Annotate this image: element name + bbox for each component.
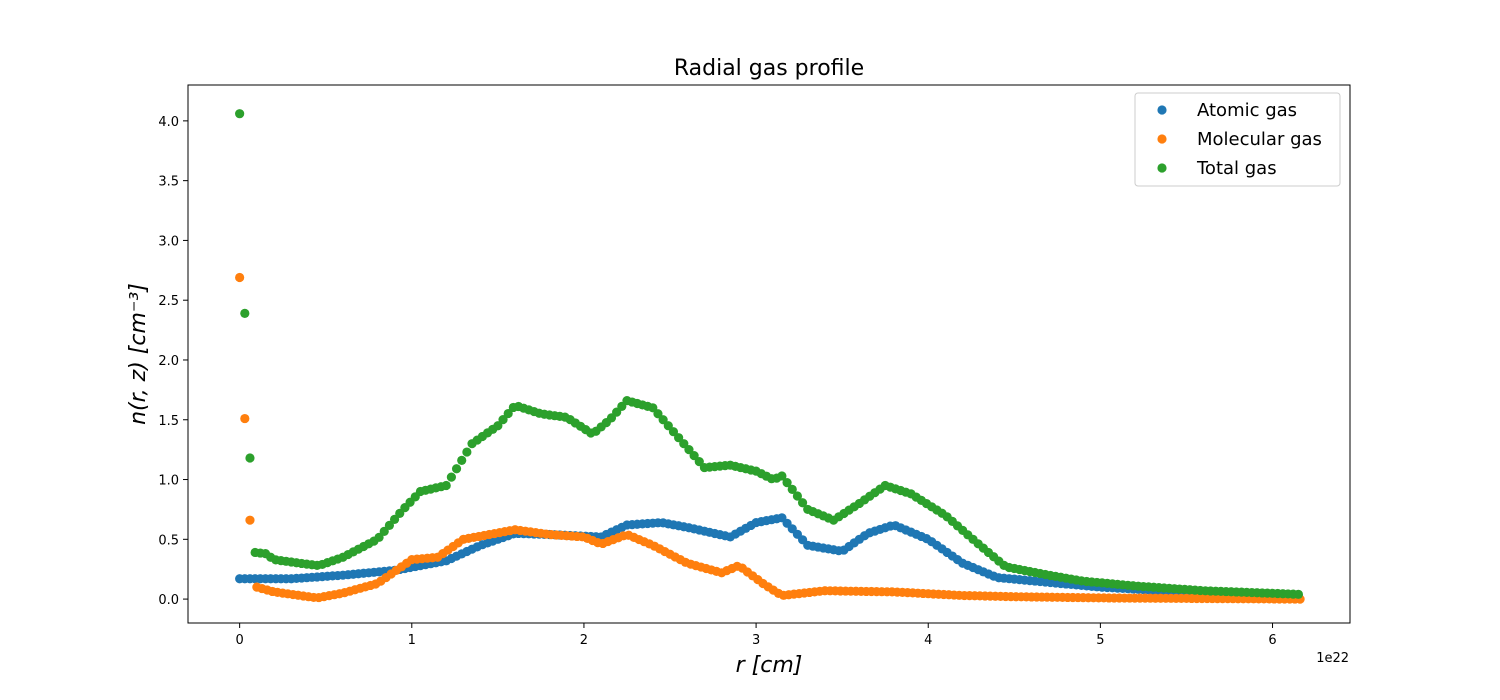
data-point bbox=[797, 498, 808, 508]
legend-marker bbox=[1157, 163, 1167, 173]
plot-points bbox=[235, 109, 1305, 604]
x-axis-label: r [cm] bbox=[736, 653, 803, 678]
y-axis-label: n(r, z) [cm⁻³] bbox=[126, 283, 151, 425]
data-point bbox=[493, 421, 503, 431]
data-point bbox=[668, 427, 679, 437]
legend-label: Molecular gas bbox=[1197, 129, 1322, 150]
data-point bbox=[235, 109, 245, 119]
data-point bbox=[503, 408, 513, 419]
data-point bbox=[679, 439, 689, 449]
plot-frame bbox=[187, 84, 1351, 624]
x-tick-label: 4 bbox=[924, 633, 932, 648]
data-point bbox=[498, 415, 508, 425]
data-point bbox=[782, 478, 792, 488]
data-point bbox=[446, 472, 456, 482]
y-tick-label: 3.0 bbox=[158, 234, 179, 249]
data-point bbox=[240, 308, 250, 318]
data-point bbox=[674, 433, 684, 443]
x-tick-label: 0 bbox=[236, 633, 244, 648]
data-point bbox=[462, 447, 472, 457]
data-point bbox=[374, 532, 384, 542]
series-atomic-gas bbox=[235, 513, 1303, 601]
legend-label: Atomic gas bbox=[1197, 100, 1297, 121]
x-axis-offset-label: 1e22 bbox=[1316, 651, 1349, 666]
data-point bbox=[689, 451, 699, 461]
chart-title: Radial gas profile bbox=[674, 56, 864, 81]
legend-label: Total gas bbox=[1196, 158, 1277, 179]
data-point bbox=[694, 457, 704, 467]
data-point bbox=[684, 445, 694, 455]
data-point bbox=[648, 403, 658, 413]
data-point bbox=[441, 480, 451, 491]
data-point bbox=[663, 421, 673, 431]
x-tick-label: 1 bbox=[408, 633, 416, 648]
y-tick-label: 0.5 bbox=[158, 533, 179, 548]
x-tick-label: 3 bbox=[752, 633, 760, 648]
data-point bbox=[240, 413, 250, 424]
y-tick-label: 1.0 bbox=[158, 474, 179, 489]
data-point bbox=[389, 514, 400, 524]
y-tick-label: 3.5 bbox=[158, 175, 179, 190]
data-point bbox=[1293, 589, 1303, 599]
data-point bbox=[457, 455, 467, 465]
data-point bbox=[379, 526, 389, 536]
data-point bbox=[792, 491, 803, 501]
legend-marker bbox=[1157, 134, 1167, 144]
data-point bbox=[658, 415, 668, 425]
y-tick-label: 1.5 bbox=[158, 414, 179, 429]
y-axis-ticks: 0.0 0.5 1.0 1.5 2.0 2.5 3.0 3.5 4.0 bbox=[158, 115, 188, 608]
data-point bbox=[777, 471, 787, 481]
x-tick-label: 6 bbox=[1268, 633, 1276, 648]
data-point bbox=[653, 409, 663, 419]
y-tick-label: 0.0 bbox=[158, 593, 179, 608]
legend-box bbox=[1134, 92, 1341, 187]
data-point bbox=[787, 484, 797, 494]
series-total-gas bbox=[235, 109, 1303, 599]
y-tick-label: 2.0 bbox=[158, 354, 179, 369]
data-point bbox=[245, 515, 255, 525]
series-molecular-gas bbox=[235, 272, 1305, 604]
x-tick-label: 2 bbox=[580, 633, 588, 648]
legend-marker bbox=[1157, 105, 1167, 115]
x-axis-ticks: 0 1 2 3 4 5 6 bbox=[236, 623, 1277, 648]
x-tick-label: 5 bbox=[1096, 633, 1104, 648]
data-point bbox=[245, 453, 255, 463]
y-tick-label: 2.5 bbox=[158, 294, 179, 309]
data-point bbox=[451, 464, 462, 474]
y-tick-label: 4.0 bbox=[158, 115, 179, 130]
data-point bbox=[384, 520, 395, 530]
data-point bbox=[235, 272, 245, 283]
legend: Atomic gas Molecular gas Total gas bbox=[1134, 92, 1341, 187]
